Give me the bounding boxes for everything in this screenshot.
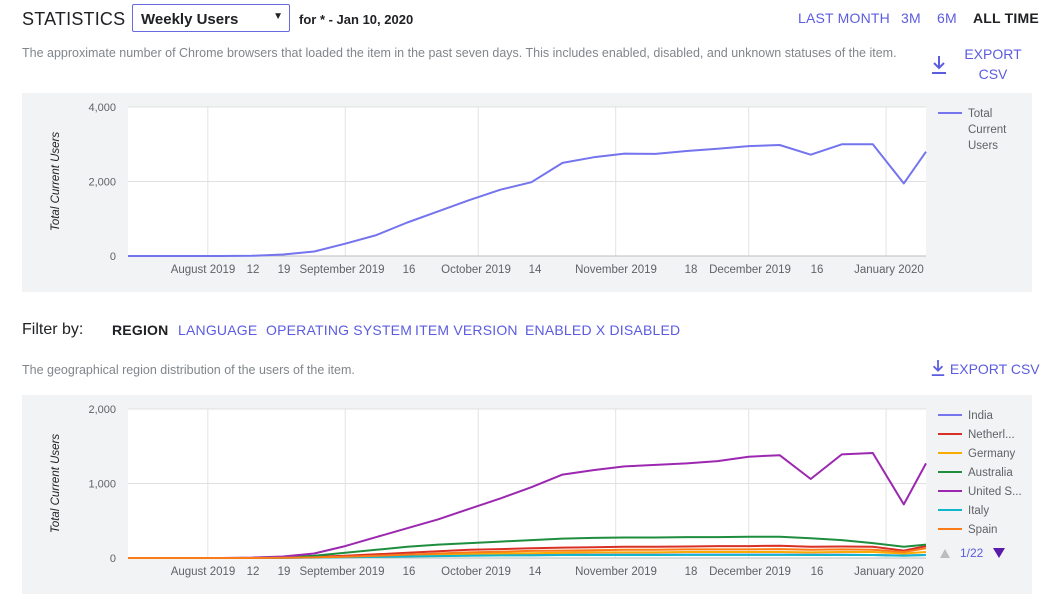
x-tick-label: September 2019 [299,264,384,276]
legend-label: Users [968,140,998,152]
range-last-month[interactable]: LAST MONTH [798,10,890,26]
y-tick-label: 2,000 [88,177,116,189]
filter-label: Filter by: [22,321,84,338]
x-tick-label: 16 [403,264,416,276]
y-tick-label: 2,000 [88,404,116,416]
section1-description: The approximate number of Chrome browser… [22,46,897,60]
x-tick-label: November 2019 [575,566,657,578]
date-range-text: for * - Jan 10, 2020 [299,12,414,27]
legend-label: India [968,410,994,422]
y-axis-label: Total Current Users [50,434,62,534]
x-tick-label: 12 [247,264,260,276]
metric-select-value: Weekly Users [141,11,239,28]
x-tick-label: 19 [278,264,291,276]
x-tick-label: January 2020 [854,264,924,276]
section2-description: The geographical region distribution of … [22,363,355,377]
range-6m[interactable]: 6M [937,10,957,26]
triangle-down-icon[interactable] [993,548,1005,558]
metric-select[interactable]: Weekly Users ▼ [132,4,290,32]
y-tick-label: 1,000 [88,479,116,491]
export-csv-label-2: EXPORT CSV [949,361,1040,377]
x-tick-label: 19 [278,566,291,578]
y-tick-label: 4,000 [88,102,116,114]
legend-label: United S... [968,486,1022,498]
legend-pager: 1/22 [960,546,984,560]
tab-item-version[interactable]: ITEM VERSION [415,322,518,338]
x-tick-label: 14 [529,264,542,276]
series-line-6 [128,547,927,559]
x-tick-label: January 2020 [854,566,924,578]
region-users-chart: 0 1,000 2,000 August 2019 12 19 September 2019… [50,404,1022,578]
legend-label: Netherl... [968,429,1015,441]
x-tick-label: 14 [529,566,542,578]
tab-language[interactable]: LANGUAGE [178,322,258,338]
total-users-chart: 0 2,000 4,000 August 2019 12 19 September 2019… [50,102,1007,276]
export-csv-button-2[interactable]: EXPORT CSV [930,358,1040,381]
download-icon [930,54,948,81]
x-tick-label: 18 [685,566,698,578]
x-tick-label: September 2019 [299,566,384,578]
range-all-time[interactable]: ALL TIME [973,10,1039,26]
tab-operating-system[interactable]: OPERATING SYSTEM [266,322,413,338]
x-tick-label: December 2019 [709,264,791,276]
x-tick-label: August 2019 [171,566,236,578]
y-tick-label: 0 [110,553,116,565]
y-axis-label: Total Current Users [50,132,62,232]
x-tick-label: October 2019 [441,566,511,578]
page-title: STATISTICS [22,9,126,29]
export-csv-label-1: EXPORT CSV [964,46,1022,82]
legend-label: Total [968,108,992,120]
triangle-up-icon[interactable] [940,549,950,558]
x-tick-label: 16 [811,264,824,276]
chart-panel-total: 0 2,000 4,000 August 2019 12 19 September 2019… [22,93,1032,292]
x-tick-label: 12 [247,566,260,578]
download-icon [930,358,946,381]
x-tick-label: November 2019 [575,264,657,276]
x-tick-label: October 2019 [441,264,511,276]
tab-region[interactable]: REGION [112,322,169,338]
legend-label: Australia [968,467,1013,479]
x-tick-label: December 2019 [709,566,791,578]
legend-label: Germany [968,448,1016,460]
tab-enabled-disabled[interactable]: ENABLED X DISABLED [525,322,681,338]
x-tick-label: August 2019 [171,264,236,276]
legend-label: Italy [968,505,989,517]
range-3m[interactable]: 3M [901,10,921,26]
legend-label: Current [968,124,1007,136]
x-tick-label: 16 [811,566,824,578]
x-tick-label: 16 [403,566,416,578]
legend-label: Spain [968,524,997,536]
chevron-down-icon: ▼ [273,11,283,22]
y-tick-label: 0 [110,251,116,263]
x-tick-label: 18 [685,264,698,276]
series-line-0 [128,143,927,257]
chart-panel-region: 0 1,000 2,000 August 2019 12 19 September 2019… [22,395,1032,594]
